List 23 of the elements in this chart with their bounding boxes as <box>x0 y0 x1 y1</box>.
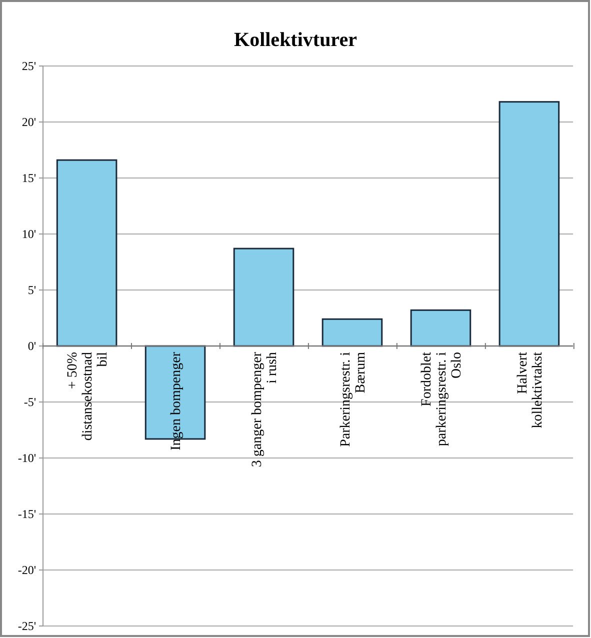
bar <box>56 159 118 347</box>
bar <box>410 309 472 347</box>
y-tick-label: -15' <box>18 507 36 522</box>
x-tick-label: Halvert kollektivtakst <box>516 352 546 428</box>
y-tick-label: 25' <box>22 59 36 74</box>
x-tick-label: + 50% distansekostnad bil <box>66 352 111 441</box>
bar <box>322 318 383 347</box>
x-tick-label: Ingen bompenger <box>169 352 184 450</box>
y-tick-label: -20' <box>18 563 36 578</box>
y-tick-label: 10' <box>22 227 36 242</box>
chart-title: Kollektivturer <box>234 29 358 51</box>
y-tick-label: 15' <box>22 171 36 186</box>
bar <box>498 101 560 347</box>
y-tick-label: -10' <box>18 451 36 466</box>
bar <box>233 248 294 347</box>
y-tick-label: -5' <box>24 395 36 410</box>
y-tick-label: 20' <box>22 115 36 130</box>
x-tick-label: Fordoblet parkeringsrestr. i Oslo <box>420 352 465 446</box>
y-tick-label: 5' <box>28 283 36 298</box>
x-tick-label: Parkeringsrestr. i Bærum <box>338 352 369 447</box>
x-tick-label: 3 ganger bompenger i rush <box>250 352 280 468</box>
y-tick-label: -25' <box>18 619 36 634</box>
y-tick-label: 0' <box>28 339 36 354</box>
